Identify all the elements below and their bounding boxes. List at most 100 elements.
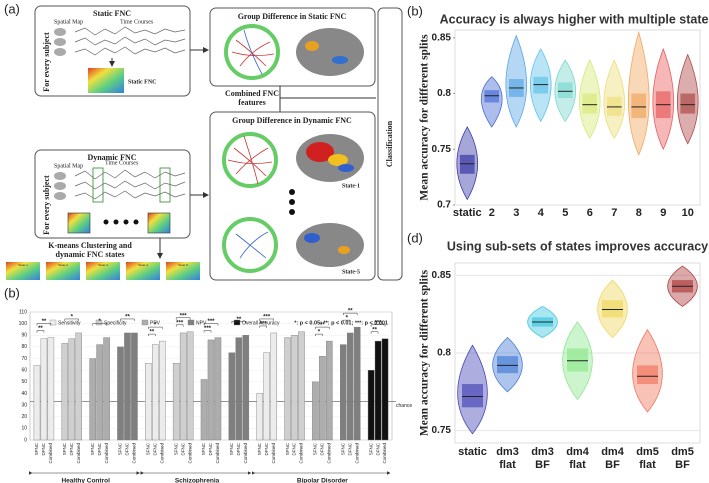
x-tick-label: SFNC — [340, 442, 345, 455]
y-tick-label: 0.7 — [437, 200, 451, 211]
x-tick-label: Combined — [104, 443, 109, 464]
legend-label: PPV — [150, 320, 161, 326]
y-tick-label: 20 — [21, 414, 27, 420]
x-tick-label: DFNC — [97, 442, 102, 455]
legend-label: Overall Accuracy — [242, 320, 280, 326]
x-tick-label: DFNC — [125, 442, 130, 455]
x-tick-label: Combined — [327, 443, 332, 464]
x-tick-label: 3 — [513, 207, 519, 219]
y-tick-label: 50 — [21, 379, 27, 385]
significance-bracket — [343, 312, 358, 316]
bar — [40, 338, 48, 441]
significance-bracket — [36, 330, 45, 333]
bar — [242, 335, 250, 441]
significance-label: *** — [263, 315, 271, 321]
x-tick-label: SFNC — [118, 442, 123, 455]
bar — [33, 365, 41, 441]
significance-label: ** — [125, 315, 130, 321]
x-tick-label: Combined — [215, 443, 220, 464]
x-tick-label: DFNC — [320, 442, 325, 455]
x-tick-label: static — [458, 446, 487, 458]
matrix-icon — [88, 68, 124, 93]
window-matrices — [67, 212, 171, 234]
reference-label: chance — [396, 403, 412, 409]
significance-label: *** — [204, 326, 212, 332]
significance-bracket — [343, 319, 351, 323]
connectogram — [224, 24, 280, 80]
significance-label: ** — [320, 323, 325, 329]
x-tick-label: SFNC — [62, 442, 67, 455]
significance-bracket — [370, 331, 379, 334]
group-label: Bipolar Disorder — [297, 478, 348, 483]
legend-label: Sensitivity — [58, 320, 81, 326]
x-tick-label: Combined — [271, 443, 276, 464]
combined-label: features — [238, 98, 265, 107]
x-tick-label: DFNC — [208, 442, 213, 455]
x-tick-label: SFNC — [146, 442, 151, 455]
significance-bracket — [120, 318, 135, 321]
x-tick-label: flat — [639, 459, 656, 471]
significance-bracket — [92, 323, 107, 326]
state-label: State 1 — [18, 263, 28, 267]
y-tick-label: 0.75 — [432, 425, 452, 436]
brain — [296, 28, 364, 76]
label: Spatial Map — [54, 19, 83, 25]
x-tick-label: DFNC — [41, 442, 46, 455]
bar — [124, 332, 131, 441]
panel-label: (a) — [4, 1, 20, 16]
bar — [381, 338, 389, 441]
x-tick-label: dm4 — [566, 446, 590, 458]
chart-title: Accuracy is always higher with multiple … — [440, 12, 709, 26]
connector — [279, 86, 376, 112]
bar — [47, 337, 55, 441]
x-tick-label: Combined — [299, 443, 304, 464]
y-tick-label: 0.8 — [437, 348, 451, 359]
static-box — [34, 5, 191, 97]
y-tick-label: 0.75 — [432, 144, 452, 155]
x-tick-label: DFNC — [264, 442, 269, 455]
iqr-box — [582, 93, 598, 114]
x-tick-label: 7 — [611, 207, 617, 219]
iqr-box — [557, 82, 573, 98]
x-tick-label: DFNC — [236, 442, 241, 455]
state-matrices — [6, 262, 200, 280]
x-tick-label: SFNC — [313, 442, 318, 455]
x-tick-label: dm3 — [531, 446, 554, 458]
bar — [103, 337, 110, 441]
significance-label: *** — [176, 320, 184, 326]
box-title: Group Difference in Dynamic FNC — [232, 116, 352, 125]
y-tick-label: 90 — [21, 333, 27, 339]
bar — [263, 352, 270, 441]
y-tick-label: 60 — [21, 368, 27, 374]
legend-swatch — [95, 319, 103, 326]
bar — [96, 344, 103, 441]
iqr-box — [462, 384, 483, 408]
panel-label: (d) — [407, 230, 423, 245]
box-title: Static FNC — [93, 9, 131, 18]
significance-bracket — [203, 330, 212, 333]
significance-bracket — [315, 333, 323, 337]
x-tick-label: Combined — [132, 443, 137, 464]
iqr-box — [484, 90, 500, 103]
x-tick-label: flat — [569, 459, 586, 471]
bar — [207, 339, 215, 441]
box-title: Dynamic FNC — [87, 153, 136, 162]
iqr-box — [606, 96, 622, 116]
y-tick-label: 10 — [21, 426, 27, 432]
legend-swatch — [187, 319, 195, 326]
kmeans-label: K-means Clustering and — [48, 241, 132, 250]
x-tick-label: Combined — [187, 443, 192, 464]
state-label: State 5 — [178, 263, 188, 267]
x-tick-label: dm3 — [496, 446, 519, 458]
significance-label: * — [154, 323, 157, 329]
x-tick-label: BF — [675, 459, 690, 471]
y-axis-label: Mean accuracy for different splits — [419, 34, 431, 201]
significance-label: ** — [237, 317, 242, 323]
significance-legend: *: p < 0.05; **: p < 0.01; ***: p < 0.00… — [294, 320, 388, 326]
significance-label: ** — [372, 327, 377, 333]
significance-bracket — [148, 326, 163, 330]
panel-label: (b) — [407, 3, 423, 18]
x-tick-label: 6 — [587, 207, 593, 219]
x-tick-label: DFNC — [152, 442, 157, 455]
